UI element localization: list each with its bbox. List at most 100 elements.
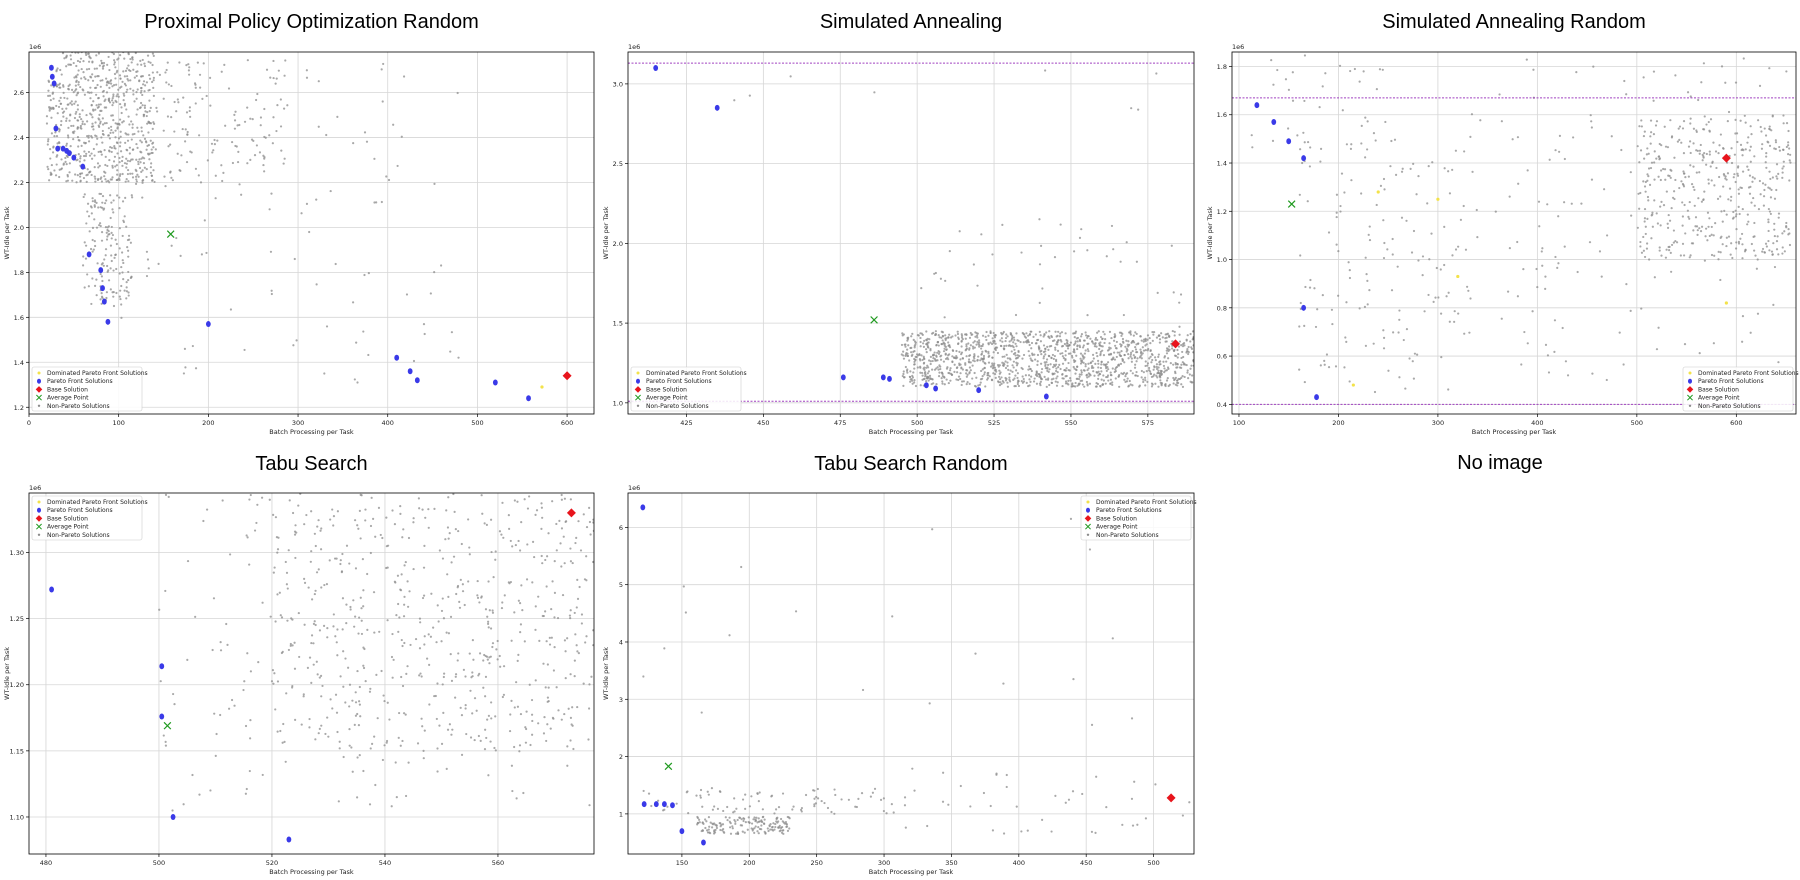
non-pareto-point (1162, 360, 1165, 363)
non-pareto-point (272, 116, 275, 119)
non-pareto-point (587, 738, 590, 741)
non-pareto-point (968, 382, 971, 386)
non-pareto-point (99, 120, 102, 123)
non-pareto-point (1005, 785, 1008, 789)
non-pareto-point (580, 622, 583, 625)
non-pareto-point (785, 825, 789, 828)
non-pareto-point (148, 152, 151, 155)
non-pareto-point (91, 116, 94, 119)
non-pareto-point (1097, 362, 1100, 365)
non-pareto-point (460, 542, 463, 546)
non-pareto-point (1084, 331, 1087, 334)
non-pareto-point (293, 667, 297, 670)
non-pareto-point (1178, 325, 1181, 328)
non-pareto-point (446, 728, 450, 731)
non-pareto-point (422, 749, 425, 752)
non-pareto-point (326, 716, 329, 719)
non-pareto-point (547, 699, 550, 703)
non-pareto-point (1180, 363, 1183, 366)
non-pareto-point (59, 123, 63, 127)
non-pareto-point (401, 536, 404, 539)
non-pareto-point (913, 363, 916, 366)
x-tick-label: 0 (27, 419, 31, 427)
non-pareto-point (95, 278, 98, 281)
non-pareto-point (495, 648, 498, 651)
non-pareto-point (1036, 363, 1039, 366)
non-pareto-point (106, 226, 109, 229)
non-pareto-point (55, 163, 58, 166)
non-pareto-point (1463, 150, 1466, 153)
non-pareto-point (834, 793, 837, 797)
non-pareto-point (1389, 165, 1392, 168)
non-pareto-point (120, 284, 123, 288)
non-pareto-point (63, 57, 66, 60)
non-pareto-point (1114, 368, 1117, 371)
non-pareto-point (1672, 241, 1675, 244)
non-pareto-point (91, 277, 94, 280)
non-pareto-point (1039, 384, 1042, 387)
non-pareto-point (1006, 357, 1009, 360)
axes-frame (1231, 51, 1797, 415)
non-pareto-point (89, 57, 92, 60)
non-pareto-point (456, 659, 459, 662)
non-pareto-point (1131, 384, 1134, 387)
non-pareto-point (100, 292, 103, 295)
non-pareto-point (164, 185, 167, 188)
non-pareto-point (515, 797, 518, 800)
non-pareto-point (94, 134, 97, 137)
non-pareto-point (1683, 342, 1687, 346)
non-pareto-point (124, 180, 127, 183)
non-pareto-point (1005, 353, 1008, 356)
non-pareto-point (496, 639, 499, 643)
x-tick-label: 560 (492, 859, 504, 867)
non-pareto-point (1316, 308, 1319, 311)
non-pareto-point (380, 200, 383, 204)
non-pareto-point (1182, 355, 1185, 359)
non-pareto-point (134, 175, 138, 178)
non-pareto-point (1107, 368, 1110, 371)
non-pareto-point (980, 352, 983, 355)
non-pareto-point (1073, 336, 1076, 339)
non-pareto-point (1776, 235, 1779, 238)
non-pareto-point (1457, 312, 1460, 315)
non-pareto-point (965, 347, 969, 350)
non-pareto-point (719, 828, 722, 832)
non-pareto-point (1136, 357, 1139, 360)
non-pareto-point (166, 115, 170, 118)
non-pareto-point (1387, 369, 1390, 372)
non-pareto-point (544, 558, 547, 562)
non-pareto-point (1768, 249, 1771, 252)
non-pareto-point (1716, 197, 1720, 201)
non-pareto-point (126, 159, 129, 162)
non-pareto-point (1190, 364, 1193, 367)
non-pareto-point (75, 94, 78, 97)
non-pareto-point (422, 594, 426, 597)
non-pareto-point (105, 231, 108, 234)
non-pareto-point (1648, 183, 1652, 187)
non-pareto-point (156, 71, 159, 74)
non-pareto-point (103, 99, 106, 103)
non-pareto-point (1741, 340, 1744, 343)
non-pareto-point (816, 787, 819, 791)
non-pareto-point (1758, 84, 1762, 87)
non-pareto-point (110, 201, 113, 204)
non-pareto-point (906, 354, 909, 358)
non-pareto-point (65, 117, 68, 120)
non-pareto-point (1681, 224, 1684, 227)
non-pareto-point (118, 145, 122, 148)
non-pareto-point (285, 571, 289, 574)
non-pareto-point (1767, 207, 1770, 211)
non-pareto-point (114, 165, 117, 168)
non-pareto-point (446, 573, 449, 576)
non-pareto-point (978, 345, 981, 348)
non-pareto-point (1133, 780, 1136, 783)
non-pareto-point (984, 362, 987, 365)
non-pareto-point (494, 550, 497, 553)
non-pareto-point (1694, 216, 1698, 219)
non-pareto-point (473, 738, 476, 742)
non-pareto-point (115, 291, 118, 295)
non-pareto-point (967, 360, 970, 363)
non-pareto-point (1054, 330, 1057, 333)
non-pareto-point (1015, 332, 1018, 335)
